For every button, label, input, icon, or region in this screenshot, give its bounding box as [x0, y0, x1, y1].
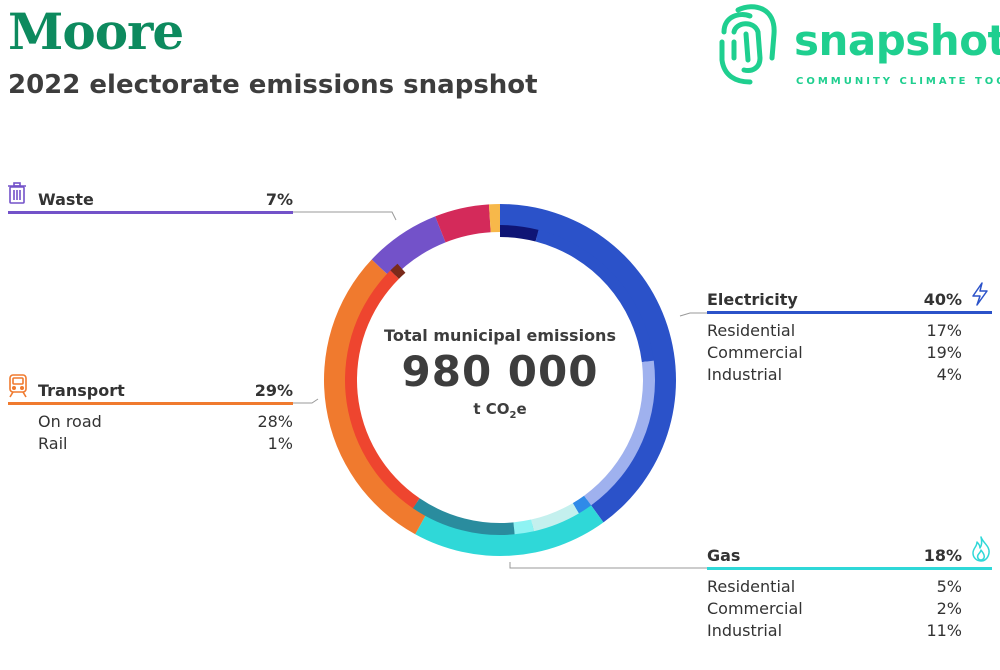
sub-row: Residential 5%	[707, 574, 962, 596]
sub-row: Rail 1%	[38, 431, 293, 453]
sub-name: Residential	[707, 577, 796, 596]
electricity-leader-line	[679, 312, 707, 317]
fingerprint-logo-icon	[719, 4, 777, 85]
outer-slice-transport	[323, 259, 429, 535]
outer-slice-segment-4	[435, 204, 491, 243]
transport-leader-line	[293, 398, 319, 404]
inner-slice-segment-3	[572, 495, 592, 514]
total-unit: t CO2e	[370, 400, 630, 421]
sector-electricity: Electricity 40% Residential 17% Commercia…	[707, 288, 962, 384]
sub-percent: 2%	[936, 599, 962, 618]
sub-name: Commercial	[707, 343, 803, 362]
waste-underline	[8, 211, 293, 214]
inner-slice-electricity-residential	[584, 360, 655, 506]
total-value: 980 000	[401, 347, 599, 396]
sub-percent: 4%	[936, 365, 962, 384]
sector-name: Electricity	[707, 290, 798, 309]
inner-slice-electricity-commercial	[535, 229, 654, 363]
sub-percent: 19%	[926, 343, 962, 362]
sector-percent: 29%	[254, 381, 293, 400]
outer-slice-waste	[371, 216, 446, 279]
gas-leader-line	[509, 562, 707, 569]
sub-percent: 28%	[257, 412, 293, 431]
outer-ring	[323, 204, 677, 556]
unit-suffix: e	[516, 399, 527, 418]
sub-name: Residential	[707, 321, 796, 340]
flame-icon	[972, 536, 990, 562]
transport-underline	[8, 402, 293, 405]
train-icon	[9, 374, 27, 398]
chart-center: Total municipal emissions 980 000 t CO2e	[370, 326, 630, 421]
unit-prefix: t CO	[473, 399, 510, 418]
sector-name: Gas	[707, 546, 741, 565]
outer-slice-segment-5	[488, 204, 500, 233]
page-subtitle: 2022 electorate emissions snapshot	[8, 70, 538, 100]
inner-slice-gas-industrial	[412, 498, 515, 535]
sub-row: Industrial 4%	[707, 362, 962, 384]
sector-name: Waste	[38, 190, 94, 209]
inner-slice-gas-residential	[531, 503, 579, 532]
sector-name: Transport	[38, 381, 125, 400]
sub-name: On road	[38, 412, 102, 431]
leader-lines	[293, 211, 707, 569]
logo-tagline: COMMUNITY CLIMATE TOOL	[796, 76, 1000, 87]
sector-gas: Gas 18% Residential 5% Commercial 2% Indus…	[707, 544, 962, 640]
sector-percent: 7%	[265, 190, 293, 209]
sub-row: Residential 17%	[707, 318, 962, 340]
sub-row: On road 28%	[38, 409, 293, 431]
electricity-underline	[707, 311, 992, 314]
sub-percent: 11%	[926, 621, 962, 640]
inner-slice-transport-rail	[390, 263, 406, 279]
snapshot-logo: snapshot COMMUNITY CLIMATE TOOL	[714, 2, 1000, 90]
waste-leader-line	[293, 211, 397, 221]
sub-name: Rail	[38, 434, 68, 453]
total-label: Total municipal emissions	[384, 326, 616, 345]
gas-underline	[707, 567, 992, 570]
inner-slice-gas-commercial	[513, 519, 534, 535]
inner-slice-transport-on-road	[344, 270, 420, 509]
unit-subscript: 2	[509, 409, 517, 421]
sector-percent: 18%	[923, 546, 962, 565]
sub-row: Commercial 2%	[707, 596, 962, 618]
inner-slice-electricity-industrial	[500, 225, 539, 242]
lightning-icon	[972, 282, 988, 306]
sector-percent: 40%	[923, 290, 962, 309]
logo-wordmark: snapshot	[794, 16, 1000, 65]
sub-name: Industrial	[707, 365, 783, 384]
sub-percent: 17%	[926, 321, 962, 340]
outer-slice-electricity	[500, 204, 677, 523]
sub-percent: 1%	[267, 434, 293, 453]
sub-row: Commercial 19%	[707, 340, 962, 362]
sub-name: Industrial	[707, 621, 783, 640]
trash-bin-icon	[8, 182, 26, 204]
sector-waste: Waste 7%	[38, 188, 293, 212]
page-title: Moore	[8, 2, 184, 61]
sub-percent: 5%	[936, 577, 962, 596]
sector-transport: Transport 29% On road 28% Rail 1%	[38, 379, 293, 453]
inner-ring	[344, 225, 655, 535]
sub-name: Commercial	[707, 599, 803, 618]
sub-row: Industrial 11%	[707, 618, 962, 640]
